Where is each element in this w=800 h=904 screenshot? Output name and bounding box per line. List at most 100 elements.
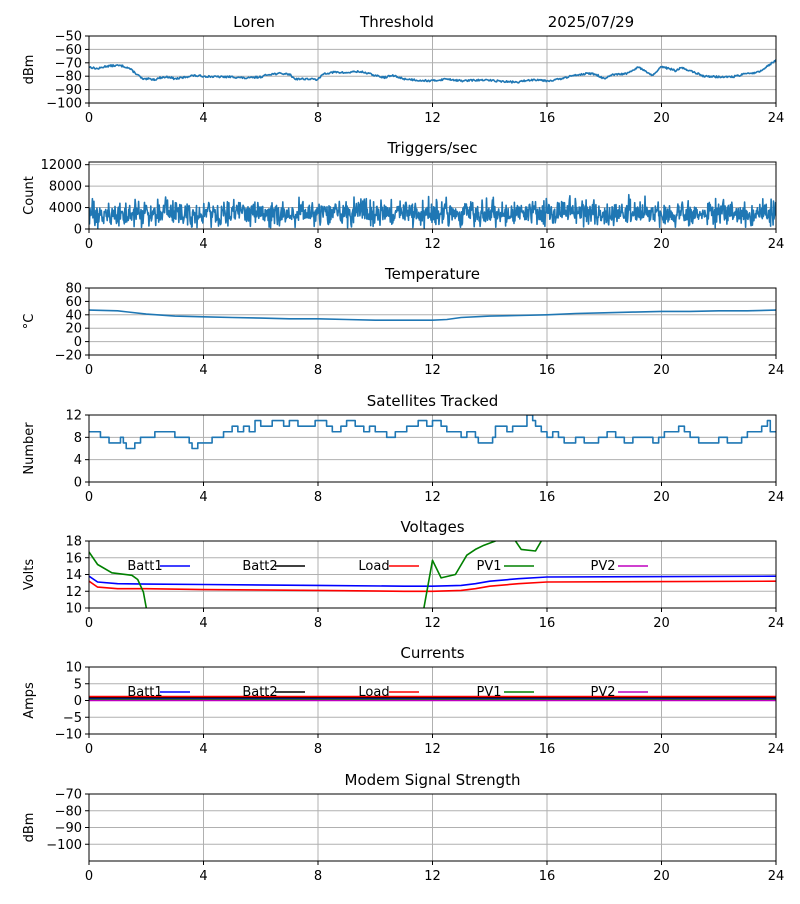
x-tick-label: 8 bbox=[314, 742, 322, 757]
y-axis-label: Number bbox=[22, 422, 37, 475]
y-tick-label: 14 bbox=[65, 568, 82, 583]
x-tick-label: 16 bbox=[539, 742, 556, 757]
x-tick-label: 24 bbox=[768, 869, 785, 884]
y-tick-label: 0 bbox=[74, 335, 82, 350]
y-tick-label: 4 bbox=[74, 453, 82, 468]
x-tick-label: 24 bbox=[768, 111, 785, 126]
x-tick-label: 16 bbox=[539, 363, 556, 378]
x-tick-label: 0 bbox=[85, 237, 93, 252]
y-tick-label: −100 bbox=[46, 838, 82, 853]
chart-title: Voltages bbox=[400, 518, 464, 536]
panel-modem: Modem Signal Strength dBm 0 4 8 12 16 20 24 −100 −… bbox=[22, 771, 784, 884]
plot-area bbox=[89, 59, 776, 84]
y-tick-label: 80 bbox=[65, 282, 82, 297]
y-axis-label: °C bbox=[22, 314, 37, 330]
x-tick-label: 0 bbox=[85, 616, 93, 631]
x-tick-label: 4 bbox=[199, 237, 207, 252]
series-batt1-line bbox=[89, 575, 776, 587]
x-tick-label: 20 bbox=[653, 111, 670, 126]
x-tick-label: 16 bbox=[539, 869, 556, 884]
x-tick-label: 12 bbox=[424, 869, 441, 884]
x-tick-label: 24 bbox=[768, 616, 785, 631]
x-tick-label: 20 bbox=[653, 742, 670, 757]
y-axis-label: dBm bbox=[22, 55, 37, 85]
y-tick-label: −80 bbox=[55, 804, 82, 819]
x-tick-label: 20 bbox=[653, 237, 670, 252]
y-tick-label: −70 bbox=[55, 56, 82, 71]
x-tick-label: 12 bbox=[424, 616, 441, 631]
plot-area bbox=[89, 415, 776, 450]
x-tick-label: 8 bbox=[314, 237, 322, 252]
chart-title: Modem Signal Strength bbox=[345, 771, 521, 789]
y-tick-label: 40 bbox=[65, 308, 82, 323]
x-tick-label: 8 bbox=[314, 490, 322, 505]
x-tick-label: 8 bbox=[314, 363, 322, 378]
x-tick-label: 24 bbox=[768, 742, 785, 757]
x-tick-label: 16 bbox=[539, 616, 556, 631]
y-tick-label: −5 bbox=[63, 711, 82, 726]
y-tick-label: 12 bbox=[65, 585, 82, 600]
x-tick-label: 4 bbox=[199, 363, 207, 378]
x-tick-label: 0 bbox=[85, 111, 93, 126]
x-tick-label: 4 bbox=[199, 742, 207, 757]
chart-title: Satellites Tracked bbox=[367, 392, 498, 410]
y-axis-label: dBm bbox=[22, 813, 37, 843]
x-tick-label: 20 bbox=[653, 490, 670, 505]
legend-label-batt1: Batt1 bbox=[127, 559, 162, 574]
panel-triggers: Triggers/sec Count 0 4 8 12 16 20 24 0 4000 8000 120… bbox=[22, 139, 784, 252]
x-tick-label: 20 bbox=[653, 616, 670, 631]
y-tick-label: 0 bbox=[74, 476, 82, 491]
y-tick-label: −10 bbox=[55, 728, 82, 743]
legend-label-batt2: Batt2 bbox=[242, 685, 277, 700]
x-tick-label: 12 bbox=[424, 490, 441, 505]
y-tick-label: −60 bbox=[55, 43, 82, 58]
x-tick-label: 4 bbox=[199, 111, 207, 126]
y-tick-label: −50 bbox=[55, 30, 82, 45]
legend-label-load: Load bbox=[358, 685, 389, 700]
x-tick-label: 8 bbox=[314, 869, 322, 884]
x-tick-label: 4 bbox=[199, 616, 207, 631]
x-tick-label: 20 bbox=[653, 363, 670, 378]
x-tick-label: 16 bbox=[539, 111, 556, 126]
plot-area bbox=[89, 695, 776, 702]
y-axis-label: Volts bbox=[22, 559, 37, 591]
y-tick-label: −80 bbox=[55, 70, 82, 85]
plot-area bbox=[89, 541, 776, 608]
y-tick-label: 12 bbox=[65, 409, 82, 424]
legend-label-load: Load bbox=[358, 559, 389, 574]
y-axis-label: Amps bbox=[22, 682, 37, 719]
series-satellites-line bbox=[89, 415, 776, 450]
y-tick-label: 16 bbox=[65, 551, 82, 566]
chart-title: Currents bbox=[400, 644, 464, 662]
x-tick-label: 4 bbox=[199, 869, 207, 884]
series-load-line bbox=[89, 580, 776, 593]
y-tick-label: −20 bbox=[55, 349, 82, 364]
x-tick-label: 8 bbox=[314, 616, 322, 631]
x-tick-label: 16 bbox=[539, 237, 556, 252]
y-tick-label: 0 bbox=[74, 223, 82, 238]
x-tick-label: 12 bbox=[424, 111, 441, 126]
panel-currents: Currents Amps 0 4 8 12 16 20 24 −10 −5 0 510 Batt1 Bat… bbox=[22, 644, 784, 757]
y-tick-label: 18 bbox=[65, 535, 82, 550]
y-tick-label: −90 bbox=[55, 821, 82, 836]
plot-frame bbox=[88, 666, 777, 735]
plot-frame bbox=[88, 540, 777, 609]
x-tick-label: 12 bbox=[424, 363, 441, 378]
y-tick-label: 5 bbox=[74, 677, 82, 692]
plot-frame bbox=[88, 793, 777, 862]
header-station: Loren bbox=[233, 13, 275, 31]
y-axis-label: Count bbox=[22, 176, 37, 215]
x-tick-label: 24 bbox=[768, 363, 785, 378]
x-tick-label: 24 bbox=[768, 237, 785, 252]
legend-label-batt1: Batt1 bbox=[127, 685, 162, 700]
chart-title: Triggers/sec bbox=[387, 139, 478, 157]
y-tick-label: 20 bbox=[65, 322, 82, 337]
plot-frame bbox=[88, 161, 777, 230]
panel-threshold: dBm 0 4 8 12 16 20 24 −100−90−80−70−60−50 bbox=[22, 30, 784, 127]
y-tick-label: 0 bbox=[74, 694, 82, 709]
series-pv1-line bbox=[89, 541, 542, 608]
